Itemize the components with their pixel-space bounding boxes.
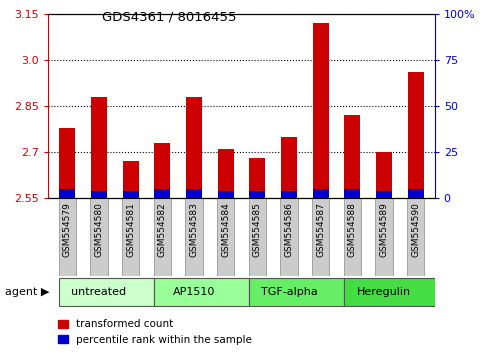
Bar <box>59 198 76 276</box>
Bar <box>376 152 392 198</box>
Bar <box>281 191 297 198</box>
Bar <box>312 198 329 276</box>
Bar <box>155 189 170 198</box>
Text: AP1510: AP1510 <box>173 287 215 297</box>
Bar <box>123 191 139 198</box>
Bar <box>90 198 108 276</box>
Bar <box>217 198 234 276</box>
Bar <box>313 189 328 198</box>
Bar <box>59 128 75 198</box>
Text: GSM554587: GSM554587 <box>316 202 325 257</box>
Text: GSM554584: GSM554584 <box>221 202 230 257</box>
Bar <box>249 278 344 306</box>
Bar <box>344 198 361 276</box>
Bar <box>122 198 139 276</box>
Bar <box>91 191 107 198</box>
Bar <box>344 278 439 306</box>
Bar <box>376 191 392 198</box>
Bar <box>91 97 107 198</box>
Text: Heregulin: Heregulin <box>357 287 411 297</box>
Text: GSM554581: GSM554581 <box>126 202 135 257</box>
Text: GSM554586: GSM554586 <box>284 202 294 257</box>
Bar <box>249 158 265 198</box>
Bar <box>59 189 75 198</box>
Bar <box>154 198 171 276</box>
Bar <box>375 198 393 276</box>
Bar <box>281 137 297 198</box>
Bar <box>155 143 170 198</box>
Text: GSM554582: GSM554582 <box>158 202 167 257</box>
Bar <box>123 161 139 198</box>
Bar <box>407 198 424 276</box>
Bar <box>185 198 202 276</box>
Legend: transformed count, percentile rank within the sample: transformed count, percentile rank withi… <box>54 315 256 349</box>
Bar <box>218 191 234 198</box>
Bar <box>249 191 265 198</box>
Text: GSM554583: GSM554583 <box>189 202 199 257</box>
Bar <box>408 189 424 198</box>
Text: GDS4361 / 8016455: GDS4361 / 8016455 <box>102 11 236 24</box>
Text: GSM554590: GSM554590 <box>411 202 420 257</box>
Bar <box>281 198 298 276</box>
Bar <box>344 115 360 198</box>
Text: agent ▶: agent ▶ <box>5 287 49 297</box>
Bar <box>408 73 424 198</box>
Text: untreated: untreated <box>71 287 127 297</box>
Bar <box>313 23 328 198</box>
Bar <box>186 97 202 198</box>
Text: GSM554580: GSM554580 <box>95 202 103 257</box>
Bar <box>154 278 249 306</box>
Text: GSM554589: GSM554589 <box>380 202 388 257</box>
Bar <box>218 149 234 198</box>
Bar <box>344 189 360 198</box>
Text: GSM554588: GSM554588 <box>348 202 357 257</box>
Bar <box>249 198 266 276</box>
Bar <box>59 278 154 306</box>
Text: TGF-alpha: TGF-alpha <box>261 287 317 297</box>
Bar <box>186 189 202 198</box>
Text: GSM554585: GSM554585 <box>253 202 262 257</box>
Text: GSM554579: GSM554579 <box>63 202 72 257</box>
